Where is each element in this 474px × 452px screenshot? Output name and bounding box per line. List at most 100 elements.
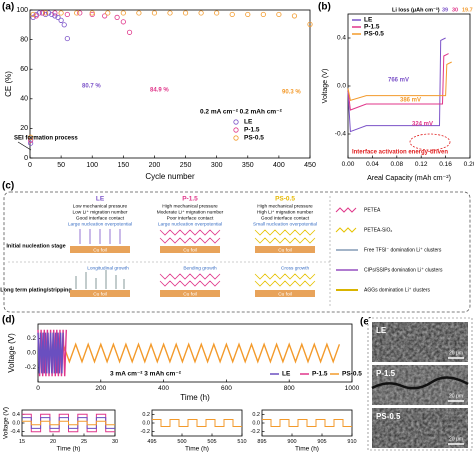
series-line <box>62 342 341 364</box>
x-axis-label: Time (h) <box>180 393 210 402</box>
annotation-ellipse <box>409 133 451 151</box>
column-note: High mechanical pressure <box>257 203 313 209</box>
data-point <box>61 22 67 28</box>
li-loss-label: Li loss (μAh cm⁻²) <box>392 6 440 13</box>
data-point <box>229 11 235 18</box>
column-note: Low Li⁺ migration number <box>72 209 127 215</box>
series-line <box>37 329 67 377</box>
y-tick-label: -0.4 <box>11 429 20 435</box>
data-point <box>28 140 34 146</box>
x-tick-label: 905 <box>317 439 326 445</box>
data-point <box>30 11 36 18</box>
micrograph-texture <box>372 322 468 362</box>
panel-label: (b) <box>318 2 331 13</box>
y-tick-label: 0.0 <box>337 83 346 90</box>
data-point <box>105 10 111 16</box>
data-point <box>55 14 61 20</box>
data-point <box>74 10 80 16</box>
substrate-label: Cu foil <box>93 291 107 297</box>
series-line <box>37 332 64 374</box>
data-point <box>77 10 83 16</box>
y-tick-label: 0 <box>24 155 28 162</box>
annotation: Interface activation energy-driven <box>352 150 448 156</box>
legend-label: LE <box>364 17 373 24</box>
data-point <box>276 11 282 18</box>
column-note: Large nucleation overpotential <box>158 221 222 227</box>
data-point <box>136 10 142 16</box>
data-point <box>28 134 34 140</box>
y-tick-label: 0.0 <box>12 420 20 426</box>
data-point <box>260 11 266 18</box>
substrate-label: Cu foil <box>93 247 107 253</box>
panel-label: (c) <box>2 181 14 192</box>
x-tick-label: 400 <box>273 162 285 169</box>
dendrites <box>75 270 125 289</box>
annotation: 386 mV <box>400 98 421 104</box>
diagram-frame <box>3 191 471 313</box>
data-point <box>307 21 313 27</box>
legend-text: CIPs/SSIPs domination Li⁺ clusters <box>364 267 443 273</box>
column-note: Small nucleation overpotential <box>253 221 317 227</box>
micrograph-crack <box>371 376 469 390</box>
polymer-network <box>159 229 221 244</box>
column-title: PS-0.5 <box>275 196 295 203</box>
x-tick-label: 300 <box>211 162 223 169</box>
x-tick-label: 910 <box>347 439 356 445</box>
x-tick-label: 15 <box>19 439 25 445</box>
micrograph-texture <box>372 408 468 448</box>
data-point <box>46 10 52 16</box>
panel-label: (d) <box>2 315 15 326</box>
column-note: Poor interface contact <box>167 215 214 221</box>
y-tick-label: -0.4 <box>335 131 347 138</box>
li-loss-value: 30 <box>452 7 458 13</box>
x-axis-label: Areal Capacity (mAh cm⁻²) <box>367 175 451 182</box>
annotation: 766 mV <box>388 78 409 84</box>
x-tick-label: 900 <box>287 439 296 445</box>
y-tick-label: -0.2 <box>25 364 37 371</box>
legend-label: P-1.5 <box>364 24 380 31</box>
y-tick-label: 0.0 <box>27 350 36 357</box>
stage-label: Initial nucleation stage <box>6 243 65 249</box>
data-point <box>64 35 70 42</box>
y-axis-label: Voltage (V) <box>7 333 16 373</box>
y-tick-label: 80 <box>20 36 28 43</box>
panel-label: (e) <box>360 317 372 328</box>
y-tick-label: 0.4 <box>337 35 346 42</box>
legend-text: AGGs domination Li⁺ clusters <box>364 287 430 293</box>
x-tick-label: 495 <box>147 439 156 445</box>
annotation: 90.3 % <box>282 90 301 96</box>
x-axis-label: Time (h) <box>57 446 81 452</box>
x-tick-label: 0.20 <box>464 161 474 168</box>
data-point <box>49 11 55 18</box>
x-tick-label: 200 <box>149 162 161 169</box>
x-tick-label: 25 <box>81 439 87 445</box>
legend-icon <box>335 227 357 233</box>
column-note: Good interface contact <box>76 215 125 221</box>
polymer-network <box>254 273 316 287</box>
data-point <box>245 11 251 18</box>
column-note: Low mechanical pressure <box>73 203 128 209</box>
data-point <box>58 10 64 16</box>
legend-label: PS-0.5 <box>364 31 384 38</box>
data-point <box>33 13 39 19</box>
x-tick-label: 0.08 <box>390 161 403 168</box>
annotation-arrow <box>17 141 32 151</box>
x-tick-label: 100 <box>86 162 98 169</box>
x-tick-label: 50 <box>57 162 65 169</box>
growth-label: Bending growth <box>183 265 217 271</box>
legend-label: LE <box>282 371 291 378</box>
substrate-label: Cu foil <box>278 247 292 253</box>
y-tick-label: -0.2 <box>141 429 150 435</box>
legend-marker <box>233 135 239 141</box>
annotation: SEI formation process <box>14 136 78 142</box>
substrate-label: Cu foil <box>183 247 197 253</box>
data-point <box>167 10 173 16</box>
ion-arrows <box>79 229 121 244</box>
substrate-label: Cu foil <box>183 291 197 297</box>
data-point <box>89 10 95 16</box>
data-point <box>30 14 36 20</box>
x-tick-label: 500 <box>177 439 186 445</box>
condition-label: 0.2 mA cm⁻² 0.2 mAh cm⁻² <box>200 109 283 116</box>
data-point <box>182 10 189 16</box>
